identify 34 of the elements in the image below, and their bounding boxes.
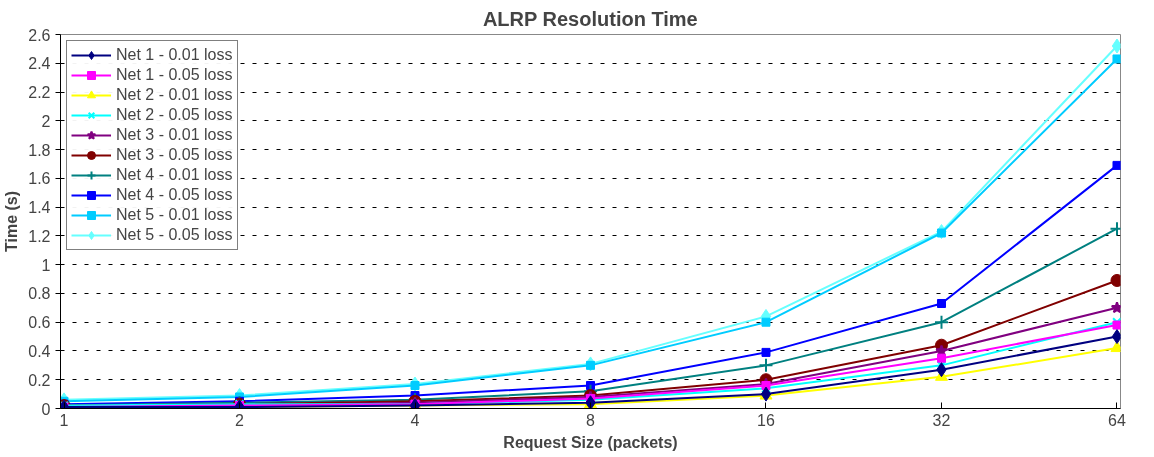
y-tick-label: 2.2 (28, 84, 51, 102)
x-tick-label: 16 (757, 411, 775, 429)
x-axis-title: Request Size (packets) (503, 433, 678, 451)
y-tick-label: 0.4 (28, 342, 51, 360)
y-tick-label: 0 (41, 400, 51, 418)
legend-label: Net 2 - 0.01 loss (116, 85, 233, 105)
legend-label: Net 3 - 0.01 loss (116, 125, 233, 145)
legend-label: Net 5 - 0.05 loss (116, 225, 233, 245)
y-tick-label: 1.6 (28, 170, 51, 188)
y-tick-label: 0.2 (28, 371, 51, 389)
y-tick-label: 1.2 (28, 227, 51, 245)
legend-label: Net 2 - 0.05 loss (116, 105, 233, 125)
legend-label: Net 4 - 0.05 loss (116, 185, 233, 205)
x-tick-label: 8 (586, 411, 596, 429)
x-tick-label: 32 (932, 411, 951, 429)
x-tick-label: 2 (235, 411, 245, 429)
legend-label: Net 3 - 0.05 loss (116, 145, 233, 165)
y-tick-label: 2 (41, 112, 51, 130)
legend-label: Net 1 - 0.01 loss (116, 45, 233, 65)
chart-title: ALRP Resolution Time (482, 7, 698, 30)
y-tick-label: 0.6 (28, 314, 51, 332)
y-tick-label: 1.8 (28, 141, 51, 159)
legend-label: Net 4 - 0.01 loss (116, 165, 233, 185)
y-tick-label: 0.8 (28, 285, 51, 303)
x-tick-label: 4 (410, 411, 420, 429)
legend-label: Net 5 - 0.01 loss (116, 205, 233, 225)
x-tick-label: 64 (1108, 411, 1126, 429)
y-tick-label: 1.4 (28, 199, 51, 217)
x-tick-label: 1 (59, 411, 69, 429)
y-tick-label: 2.6 (28, 26, 51, 44)
y-axis-title: Time (s) (3, 190, 21, 253)
y-tick-label: 2.4 (28, 55, 51, 73)
y-tick-label: 1 (41, 256, 51, 274)
legend-label: Net 1 - 0.05 loss (116, 65, 233, 85)
